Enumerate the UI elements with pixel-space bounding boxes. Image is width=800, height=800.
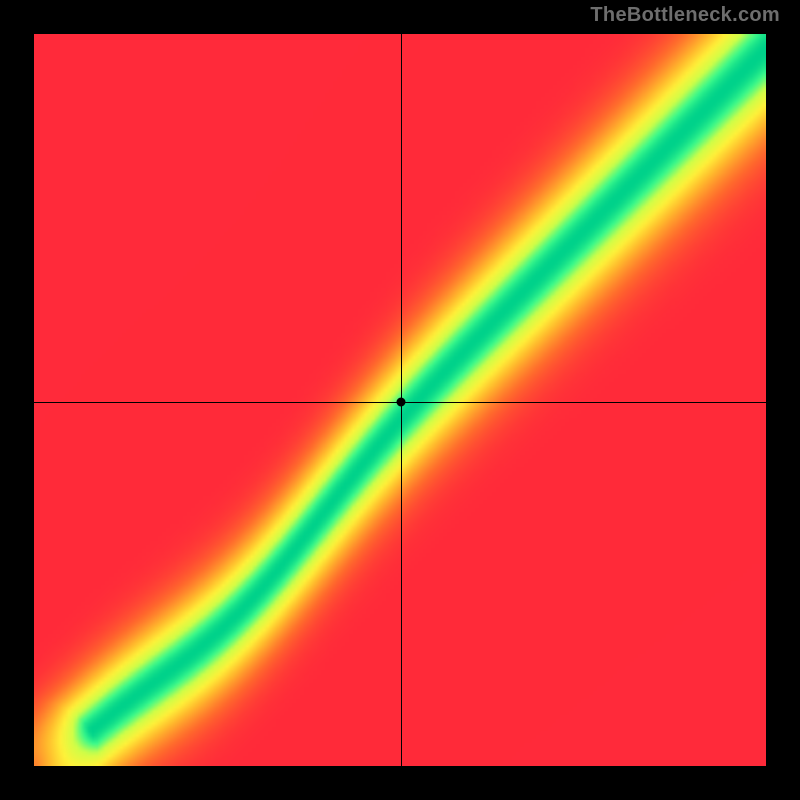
watermark-text: TheBottleneck.com: [590, 4, 780, 27]
crosshair-marker: [396, 398, 405, 407]
chart-frame: TheBottleneck.com: [0, 0, 800, 800]
heatmap-plot: [34, 34, 766, 766]
